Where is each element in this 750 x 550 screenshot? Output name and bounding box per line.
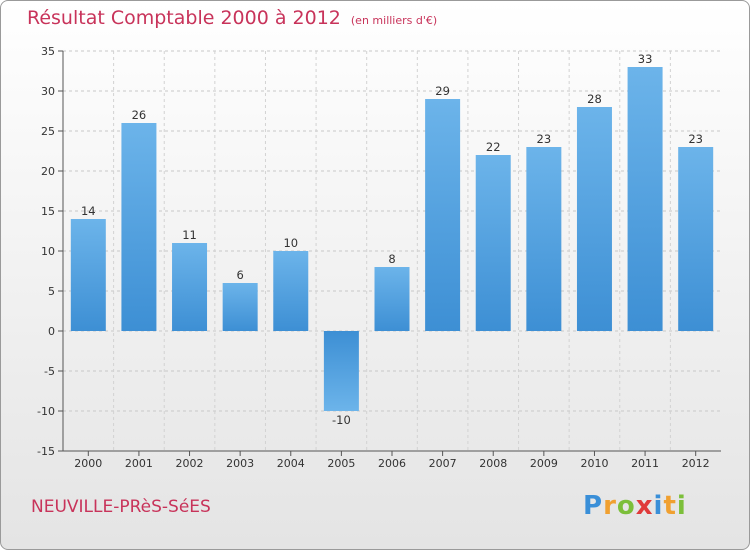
x-tick-label: 2003	[226, 457, 254, 470]
bar-2002	[172, 243, 208, 331]
value-label: 6	[236, 268, 243, 282]
bar-2011	[627, 67, 663, 331]
x-tick-label: 2009	[530, 457, 558, 470]
grid-lines	[63, 50, 721, 452]
bar-2006	[374, 267, 410, 331]
value-label: 14	[81, 204, 96, 218]
y-tick-label: 15	[41, 205, 55, 218]
y-tick-label: 30	[41, 85, 55, 98]
x-axis: 2000 2001 2002 2003 2004 2005 2006 2007 2008 2009…	[63, 450, 721, 470]
y-tick-label: 0	[48, 325, 55, 338]
x-tick-label: 2002	[176, 457, 204, 470]
value-label: 33	[638, 52, 653, 66]
y-tick-label: -5	[44, 365, 55, 378]
value-label: 23	[688, 132, 703, 146]
x-tick-label: 2010	[580, 457, 608, 470]
value-labels: 14 26 11 6 10 -10 8 29 22 23 28 33 23	[81, 52, 703, 427]
logo-letter: r	[603, 491, 617, 521]
x-tick-label: 2012	[682, 457, 710, 470]
value-label: 10	[283, 236, 298, 250]
y-tick-label: -10	[37, 405, 55, 418]
bar-2000	[70, 219, 106, 331]
logo-letter: i	[653, 491, 664, 521]
chart-subtitle: (en milliers d'€)	[350, 14, 438, 27]
value-label: 26	[132, 108, 147, 122]
proxiti-logo[interactable]: Proxiti	[583, 491, 687, 521]
x-tick-label: 2001	[125, 457, 153, 470]
bar-2004	[273, 251, 309, 331]
logo-letter: t	[663, 491, 677, 521]
bar-2009	[526, 147, 562, 331]
bars	[70, 67, 714, 411]
bar-2010	[576, 107, 612, 331]
y-axis: -15 -10 -5 0 5 10 15 20 25 30 35	[37, 45, 64, 458]
y-tick-label: 10	[41, 245, 55, 258]
logo-letter: o	[616, 491, 636, 521]
bar-2012	[678, 147, 714, 331]
value-label: -10	[332, 413, 351, 427]
value-label: 29	[435, 84, 450, 98]
value-label: 8	[388, 252, 395, 266]
x-tick-label: 2007	[429, 457, 457, 470]
y-tick-label: -15	[37, 445, 55, 458]
bar-2003	[222, 283, 258, 331]
logo-letter: i	[676, 491, 687, 521]
bar-2001	[121, 123, 157, 331]
x-tick-label: 2011	[631, 457, 659, 470]
x-tick-label: 2004	[277, 457, 305, 470]
bar-2007	[425, 99, 461, 331]
logo-letter: x	[635, 491, 654, 521]
town-name: NEUVILLE-PRèS-SéES	[31, 497, 211, 517]
x-tick-label: 2005	[327, 457, 355, 470]
bar-2005	[323, 331, 359, 411]
value-label: 28	[587, 92, 602, 106]
y-tick-label: 5	[48, 285, 55, 298]
value-label: 22	[486, 140, 501, 154]
logo-letter: P	[583, 491, 604, 521]
y-tick-label: 20	[41, 165, 55, 178]
x-tick-label: 2006	[378, 457, 406, 470]
value-label: 23	[537, 132, 552, 146]
x-tick-label: 2008	[479, 457, 507, 470]
chart-title-text: Résultat Comptable 2000 à 2012	[27, 7, 341, 29]
bar-2008	[475, 155, 511, 331]
value-label: 11	[182, 228, 197, 242]
chart-title: Résultat Comptable 2000 à 2012 (en millie…	[27, 7, 437, 29]
y-tick-label: 35	[41, 45, 55, 58]
x-tick-label: 2000	[74, 457, 102, 470]
y-tick-label: 25	[41, 125, 55, 138]
